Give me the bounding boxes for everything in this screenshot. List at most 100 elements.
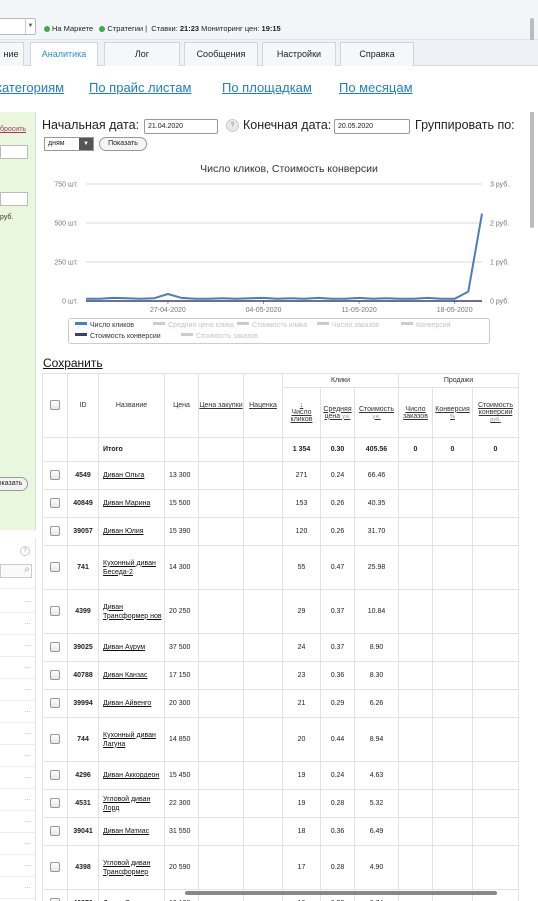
table-row[interactable]: 40870Диван Этюд12 100160.233.74 bbox=[42, 889, 519, 901]
row-name[interactable]: Угловой диван Лорд bbox=[98, 789, 165, 818]
table-row[interactable]: 39057 Диван Юлия 15 390 120 0.26 31.70 bbox=[42, 517, 519, 546]
row-checkbox[interactable] bbox=[50, 825, 60, 836]
vertical-scrollbar[interactable] bbox=[530, 18, 534, 228]
row-checkbox[interactable] bbox=[50, 861, 60, 872]
reset-link[interactable]: бросить bbox=[0, 126, 27, 133]
more-icon[interactable]: ⋯ bbox=[24, 819, 31, 826]
more-icon[interactable]: ⋯ bbox=[24, 643, 31, 650]
row-checkbox[interactable] bbox=[50, 525, 60, 536]
tab-messages[interactable]: Сообщения bbox=[184, 42, 258, 66]
help-icon[interactable]: ? bbox=[20, 546, 30, 556]
table-row[interactable]: 4398 Угловой диван Трансформер 20 590 17 0.2… bbox=[42, 845, 519, 890]
col-clicks[interactable]: ↓ Число кликов bbox=[282, 387, 321, 438]
left-apply-button[interactable]: оказать bbox=[0, 477, 28, 491]
row-checkbox[interactable] bbox=[50, 605, 60, 616]
more-icon[interactable]: ⋯ bbox=[24, 775, 31, 782]
row-name[interactable]: Диван Аурум bbox=[98, 633, 165, 662]
tab-analytics[interactable]: Аналитика bbox=[30, 42, 98, 67]
row-checkbox[interactable] bbox=[50, 733, 60, 744]
legend-item[interactable]: Стоимость конверсии bbox=[75, 333, 161, 340]
legend-item[interactable]: Стоимость клика bbox=[237, 322, 307, 329]
row-name[interactable]: Диван Юлия bbox=[98, 517, 165, 546]
table-row[interactable]: 4399 Диван Трансформер нов 20 250 29 0.37 10.… bbox=[42, 589, 519, 634]
row-name[interactable]: Диван Матиас bbox=[98, 817, 165, 846]
table-row[interactable]: 741 Кухонный диван Беседа-2 14 300 55 0.47 25… bbox=[42, 545, 519, 590]
horizontal-scrollbar[interactable] bbox=[185, 891, 497, 895]
row-checkbox[interactable] bbox=[50, 469, 60, 480]
help-icon[interactable]: ? bbox=[226, 119, 239, 132]
select-all-checkbox[interactable] bbox=[50, 399, 60, 410]
more-icon[interactable]: ⋯ bbox=[24, 687, 31, 694]
table-row[interactable]: 40788 Диван Канзас 17 150 23 0.36 8.30 bbox=[42, 661, 519, 690]
table-row[interactable]: 4549 Диван Ольга 13 300 271 0.24 66.46 bbox=[42, 461, 519, 490]
group-by-select[interactable]: дням ▼ bbox=[44, 137, 94, 151]
more-icon[interactable]: ⋯ bbox=[24, 841, 31, 848]
row-name[interactable]: Диван Канзас bbox=[98, 661, 165, 690]
row-checkbox[interactable] bbox=[50, 897, 60, 901]
row-checkbox[interactable] bbox=[50, 669, 60, 680]
link-by-categories[interactable]: категориям bbox=[0, 80, 65, 95]
row-checkbox[interactable] bbox=[50, 561, 60, 572]
row-checkbox[interactable] bbox=[50, 497, 60, 508]
row-name[interactable]: Диван Аккордеон bbox=[98, 761, 165, 790]
col-orders[interactable]: Число заказов bbox=[398, 387, 433, 438]
col-conversion-cost[interactable]: Стоимость конверсии руб. bbox=[472, 387, 519, 438]
table-row[interactable]: 39025 Диван Аурум 37 500 24 0.37 8.90 bbox=[42, 633, 519, 662]
row-name[interactable]: Диван Ольга bbox=[98, 461, 165, 490]
left-filter-input-1[interactable] bbox=[0, 145, 28, 159]
col-name[interactable]: Название bbox=[98, 373, 165, 438]
legend-item[interactable]: Средняя цена клика bbox=[153, 322, 234, 329]
col-cost[interactable]: Стоимость у.е. bbox=[354, 387, 399, 438]
table-row[interactable]: 39994 Диван Айвенго 20 300 21 0.29 6.26 bbox=[42, 689, 519, 718]
link-by-months[interactable]: По месяцам bbox=[339, 80, 413, 95]
row-name[interactable]: Диван Марина bbox=[98, 489, 165, 518]
table-row[interactable]: 744 Кухонный диван Лагуна 14 850 20 0.44 8.94 bbox=[42, 717, 519, 762]
table-row[interactable]: 4531 Угловой диван Лорд 22 300 19 0.28 5.32 bbox=[42, 789, 519, 818]
row-name[interactable]: Угловой диван Трансформер bbox=[98, 845, 165, 890]
table-row[interactable]: 39041 Диван Матиас 31 550 18 0.36 6.49 bbox=[42, 817, 519, 846]
col-markup[interactable]: Наценка bbox=[243, 373, 283, 438]
more-icon[interactable]: ⋯ bbox=[24, 621, 31, 628]
more-icon[interactable]: ⋯ bbox=[24, 599, 31, 606]
more-icon[interactable]: ⋯ bbox=[24, 797, 31, 804]
tab-main[interactable]: ние bbox=[0, 42, 24, 66]
row-name[interactable]: Кухонный диван Беседа-2 bbox=[98, 545, 165, 590]
legend-item[interactable]: Число заказов bbox=[317, 322, 379, 329]
col-conversion[interactable]: Конверсия% bbox=[432, 387, 473, 438]
tab-log[interactable]: Лог bbox=[104, 42, 180, 66]
link-by-pricelists[interactable]: По прайс листам bbox=[89, 80, 192, 95]
col-purchase-price[interactable]: Цена закупки bbox=[198, 373, 244, 438]
left-filter-input-2[interactable] bbox=[0, 192, 28, 206]
row-name[interactable]: Кухонный диван Лагуна bbox=[98, 717, 165, 762]
link-by-platforms[interactable]: По площадкам bbox=[222, 80, 312, 95]
col-price[interactable]: Цена bbox=[164, 373, 199, 438]
more-icon[interactable]: ⋯ bbox=[24, 731, 31, 738]
left-search-input[interactable]: ⌕ bbox=[0, 564, 32, 578]
more-icon[interactable]: ⋯ bbox=[24, 709, 31, 716]
row-checkbox[interactable] bbox=[50, 641, 60, 652]
more-icon[interactable]: ⋯ bbox=[24, 885, 31, 892]
legend-item[interactable]: Число кликов bbox=[75, 322, 134, 329]
end-date-input[interactable]: 20.05.2020 bbox=[334, 119, 410, 134]
row-name[interactable]: Диван Этюд bbox=[98, 889, 165, 901]
more-icon[interactable]: ⋯ bbox=[24, 753, 31, 760]
project-select[interactable]: ▼ bbox=[0, 18, 36, 35]
start-date-input[interactable]: 21.04.2020 bbox=[144, 119, 218, 134]
row-checkbox[interactable] bbox=[50, 797, 60, 808]
col-avg-price[interactable]: Средняя цена у.е. bbox=[320, 387, 355, 438]
row-name[interactable]: Диван Айвенго bbox=[98, 689, 165, 718]
col-id[interactable]: ID bbox=[67, 373, 99, 438]
tab-help[interactable]: Справка bbox=[340, 42, 414, 66]
more-icon[interactable]: ⋯ bbox=[24, 863, 31, 870]
show-button[interactable]: Показать bbox=[99, 137, 147, 151]
legend-item[interactable]: Конверсия bbox=[401, 322, 450, 329]
more-icon[interactable]: ⋯ bbox=[24, 665, 31, 672]
row-name[interactable]: Диван Трансформер нов bbox=[98, 589, 165, 634]
legend-item[interactable]: Стоимость заказов bbox=[181, 333, 258, 340]
table-row[interactable]: 4296 Диван Аккордеон 15 450 19 0.24 4.63 bbox=[42, 761, 519, 790]
table-row[interactable]: 40849 Диван Марина 15 500 153 0.26 40.35 bbox=[42, 489, 519, 518]
row-checkbox[interactable] bbox=[50, 769, 60, 780]
row-checkbox[interactable] bbox=[50, 697, 60, 708]
tab-settings[interactable]: Настройки bbox=[262, 42, 336, 66]
save-link[interactable]: Сохранить bbox=[43, 356, 103, 370]
